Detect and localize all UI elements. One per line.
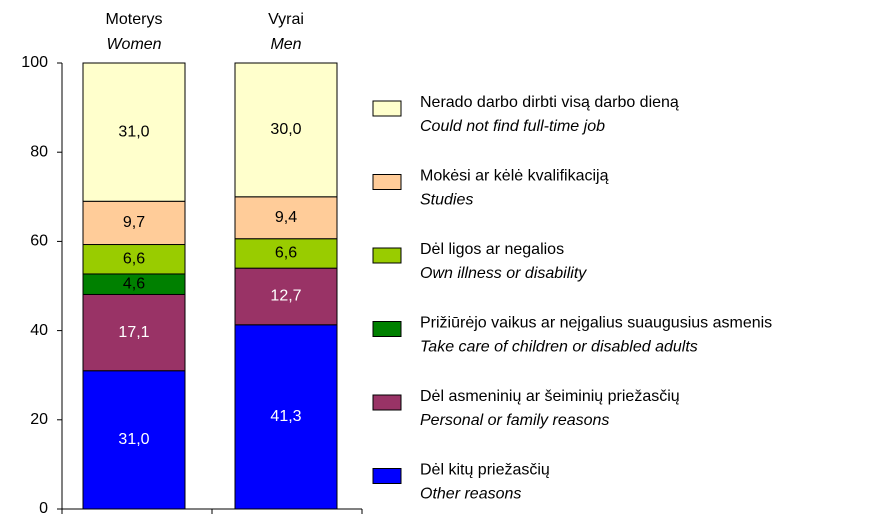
y-tick-label: 60	[30, 233, 48, 250]
y-tick-label: 20	[30, 411, 48, 428]
value-label: 12,7	[270, 288, 301, 305]
legend-label: Dėl kitų priežasčių	[420, 462, 550, 479]
legend-subtitle: Take care of children or disabled adults	[420, 339, 698, 356]
legend-label: Dėl asmeninių ar šeiminių priežasčių	[420, 388, 680, 405]
bar-segment	[82, 200, 186, 246]
value-label: 4,6	[123, 275, 145, 292]
legend-subtitle: Could not find full-time job	[420, 118, 605, 135]
legend-subtitle: Studies	[420, 192, 473, 209]
y-tick-label: 0	[39, 500, 48, 514]
legend-label: Nerado darbo dirbti visą darbo dieną	[420, 94, 679, 111]
category-label: Moterys	[106, 11, 163, 28]
value-label: 30,0	[270, 121, 301, 138]
value-label: 31,0	[118, 123, 149, 140]
legend-swatch	[372, 394, 402, 411]
legend-swatch	[372, 174, 402, 190]
legend-swatch	[372, 247, 402, 264]
bar-segment	[234, 62, 338, 198]
legend-swatch	[372, 100, 402, 117]
y-tick-label: 40	[30, 322, 48, 339]
bar-segment	[82, 293, 186, 372]
legend-subtitle: Personal or family reasons	[420, 412, 609, 429]
y-tick-label: 80	[30, 143, 48, 160]
value-label: 17,1	[118, 324, 149, 341]
legend-swatch	[372, 468, 402, 484]
y-tick-label: 100	[21, 54, 48, 71]
legend-label: Prižiūrėjo vaikus ar neįgalius suaugusiu…	[420, 315, 772, 332]
value-label: 41,3	[270, 408, 301, 425]
bar-segment	[82, 244, 186, 275]
bar-segment	[234, 267, 338, 326]
value-label: 6,6	[123, 250, 145, 267]
bar-segment	[234, 238, 338, 269]
bar-segment	[234, 324, 338, 510]
value-label: 6,6	[275, 245, 297, 262]
bar-segment	[234, 196, 338, 240]
legend-swatch	[372, 321, 402, 337]
bar-segment	[82, 62, 186, 202]
value-label: 9,4	[275, 209, 297, 226]
value-label: 9,7	[123, 214, 145, 231]
category-label: Vyrai	[268, 11, 304, 28]
legend-subtitle: Other reasons	[420, 486, 521, 503]
category-subtitle: Women	[106, 36, 161, 53]
legend-label: Dėl ligos ar negalios	[420, 241, 564, 258]
legend-label: Mokėsi ar kėlė kvalifikaciją	[420, 168, 609, 185]
value-label: 31,0	[118, 431, 149, 448]
category-subtitle: Men	[270, 36, 301, 53]
legend-subtitle: Own illness or disability	[420, 265, 587, 282]
